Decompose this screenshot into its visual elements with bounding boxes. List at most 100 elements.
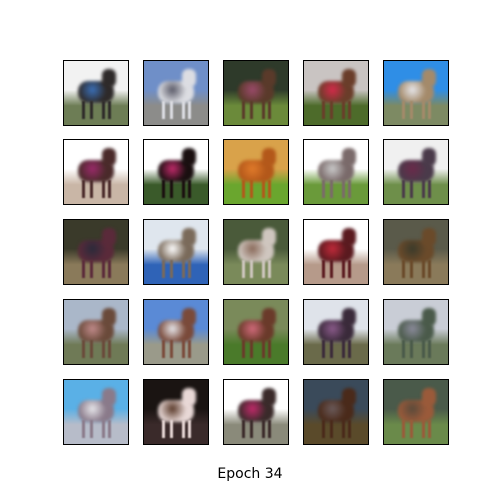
figure-caption: Epoch 34 [217,466,283,482]
horse-leg [268,101,271,119]
horse-leg [268,420,271,438]
horse-leg [410,180,413,198]
horse-leg [170,260,173,278]
horse-leg [82,101,85,119]
horse-leg [348,260,351,278]
horse-head [422,148,436,166]
horse-leg [268,180,271,198]
horse-leg [242,340,245,358]
horse-leg [422,260,425,278]
horse-leg [342,420,345,438]
horse-leg [342,260,345,278]
horse-leg [108,180,111,198]
sample-image [143,299,209,365]
horse-leg [428,180,431,198]
horse-head [102,69,116,87]
horse-head [262,308,276,326]
horse-leg [410,420,413,438]
horse-leg [330,101,333,119]
sample-image [383,219,449,285]
sample-image [143,219,209,285]
horse-leg [182,101,185,119]
horse-head [102,148,116,166]
horse-leg [402,420,405,438]
horse-leg [170,101,173,119]
horse-leg [348,180,351,198]
horse-leg [422,420,425,438]
horse-leg [268,340,271,358]
horse-leg [108,420,111,438]
horse-leg [162,101,165,119]
horse-leg [102,101,105,119]
sample-image [383,60,449,126]
horse-leg [428,101,431,119]
horse-leg [422,340,425,358]
horse-leg [82,180,85,198]
horse-leg [402,260,405,278]
horse-leg [322,420,325,438]
horse-leg [90,101,93,119]
sample-image [303,60,369,126]
sample-image [223,60,289,126]
horse-leg [102,260,105,278]
sample-image [303,299,369,365]
horse-leg [182,340,185,358]
horse-leg [410,260,413,278]
horse-head [342,388,356,406]
horse-leg [102,180,105,198]
horse-leg [162,340,165,358]
horse-leg [170,340,173,358]
horse-leg [428,420,431,438]
horse-leg [330,260,333,278]
horse-leg [82,420,85,438]
horse-leg [242,420,245,438]
horse-leg [250,101,253,119]
horse-leg [162,420,165,438]
horse-leg [402,340,405,358]
horse-leg [268,260,271,278]
horse-head [342,308,356,326]
horse-leg [322,180,325,198]
sample-image [143,139,209,205]
horse-leg [188,340,191,358]
horse-head [262,228,276,246]
horse-head [182,228,196,246]
horse-head [182,388,196,406]
horse-leg [402,180,405,198]
sample-image [143,379,209,445]
sample-image [223,379,289,445]
horse-leg [188,420,191,438]
horse-head [422,308,436,326]
sample-image [383,299,449,365]
sample-image [303,219,369,285]
horse-leg [322,340,325,358]
horse-leg [242,101,245,119]
horse-leg [108,101,111,119]
horse-leg [188,260,191,278]
horse-leg [182,180,185,198]
horse-leg [322,260,325,278]
sample-image [63,299,129,365]
horse-leg [90,340,93,358]
horse-leg [90,420,93,438]
sample-image [63,379,129,445]
horse-head [182,308,196,326]
sample-image [383,139,449,205]
horse-leg [348,420,351,438]
horse-head [102,308,116,326]
horse-leg [410,101,413,119]
horse-leg [262,420,265,438]
horse-leg [182,420,185,438]
horse-head [102,388,116,406]
horse-leg [428,260,431,278]
horse-head [262,388,276,406]
horse-leg [108,340,111,358]
horse-leg [422,180,425,198]
horse-head [342,228,356,246]
horse-leg [102,420,105,438]
sample-image [63,60,129,126]
sample-image [223,219,289,285]
horse-leg [170,420,173,438]
horse-leg [82,340,85,358]
horse-leg [250,180,253,198]
